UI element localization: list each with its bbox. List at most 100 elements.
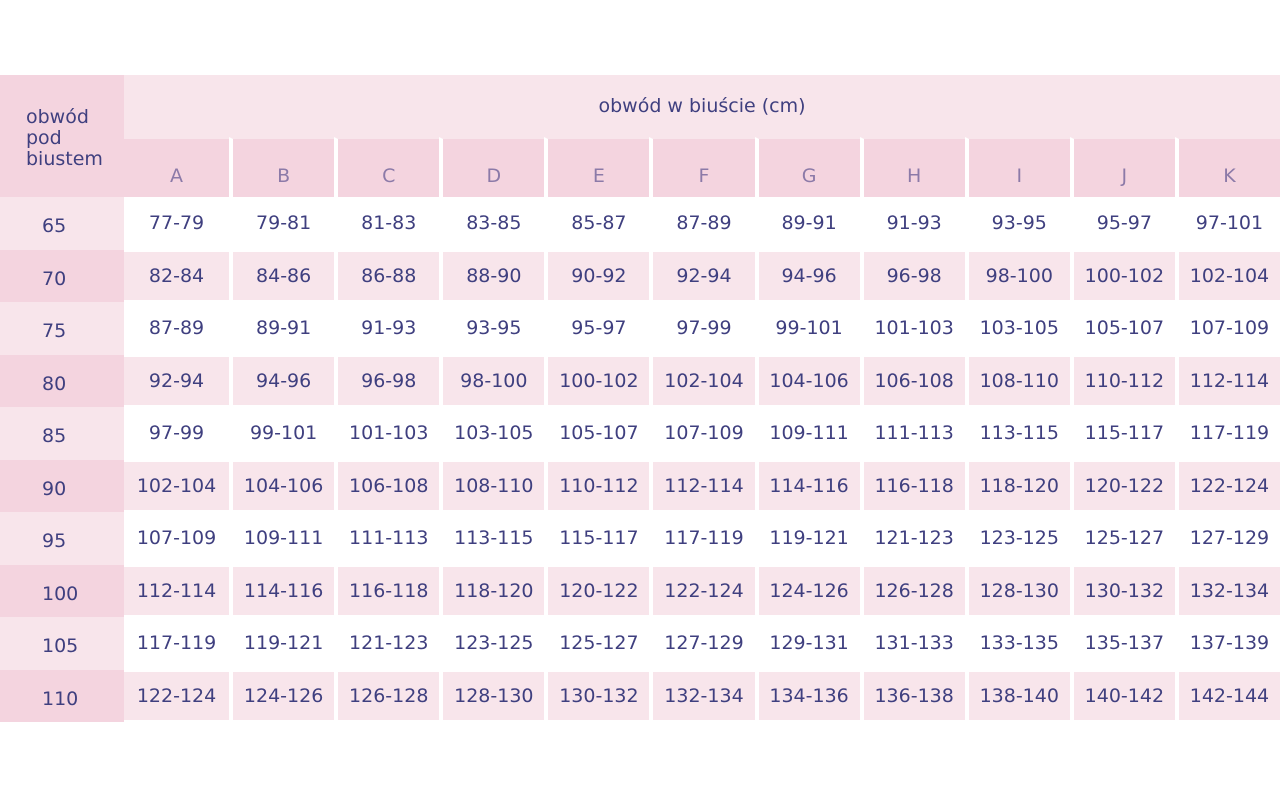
size-cell: 99-101: [754, 302, 860, 355]
size-cell: 116-118: [859, 459, 965, 512]
size-cell: 124-126: [229, 669, 335, 722]
size-cell: 113-115: [964, 407, 1070, 460]
cup-header-h: H: [859, 137, 965, 197]
size-cell: 112-114: [649, 459, 755, 512]
size-cell: 109-111: [229, 512, 334, 565]
size-cell: 127-129: [649, 617, 754, 670]
size-cell: 88-90: [439, 249, 545, 302]
size-cell: 103-105: [439, 407, 544, 460]
size-cell: 105-107: [544, 407, 649, 460]
size-cell: 115-117: [1069, 407, 1175, 460]
size-cell: 102-104: [124, 459, 230, 512]
size-cell: 108-110: [964, 354, 1070, 407]
size-cell: 123-125: [439, 617, 544, 670]
size-cell: 114-116: [229, 564, 335, 617]
size-cell: 132-134: [1174, 564, 1280, 617]
size-cell: 137-139: [1174, 617, 1280, 670]
size-cell: 100-102: [1069, 249, 1175, 302]
band-size-label: 80: [0, 354, 124, 407]
size-cell: 100-102: [544, 354, 650, 407]
band-size-label: 110: [0, 669, 124, 722]
size-cell: 120-122: [544, 564, 650, 617]
size-cell: 136-138: [859, 669, 965, 722]
size-cell: 133-135: [964, 617, 1070, 670]
size-cell: 82-84: [124, 249, 230, 302]
size-cell: 134-136: [754, 669, 860, 722]
size-cell: 83-85: [439, 197, 544, 250]
size-cell: 85-87: [544, 197, 649, 250]
size-cell: 101-103: [859, 302, 965, 355]
size-cell: 106-108: [859, 354, 965, 407]
size-cell: 114-116: [754, 459, 860, 512]
size-cell: 97-99: [649, 302, 754, 355]
size-cell: 91-93: [334, 302, 439, 355]
size-cell: 94-96: [754, 249, 860, 302]
size-cell: 106-108: [334, 459, 440, 512]
size-cell: 119-121: [754, 512, 860, 565]
size-cell: 129-131: [754, 617, 860, 670]
size-cell: 112-114: [1174, 354, 1280, 407]
bust-size-header: obwód w biuście (cm): [124, 75, 1280, 137]
size-cell: 122-124: [124, 669, 230, 722]
band-size-label: 75: [0, 302, 124, 355]
size-cell: 126-128: [859, 564, 965, 617]
cup-header-j: J: [1069, 137, 1175, 197]
size-cell: 92-94: [124, 354, 230, 407]
size-cell: 140-142: [1069, 669, 1175, 722]
size-cell: 95-97: [1069, 197, 1175, 250]
size-cell: 107-109: [649, 407, 754, 460]
size-cell: 116-118: [334, 564, 440, 617]
cup-header-f: F: [649, 137, 755, 197]
size-cell: 131-133: [859, 617, 965, 670]
size-cell: 109-111: [754, 407, 860, 460]
size-cell: 128-130: [439, 669, 545, 722]
size-cell: 135-137: [1069, 617, 1175, 670]
band-size-label: 85: [0, 407, 124, 460]
cup-header-b: B: [229, 137, 335, 197]
band-size-label: 70: [0, 249, 124, 302]
size-cell: 125-127: [544, 617, 649, 670]
size-cell: 90-92: [544, 249, 650, 302]
cup-header-k: K: [1174, 137, 1280, 197]
band-size-label: 100: [0, 564, 124, 617]
cup-header-c: C: [334, 137, 440, 197]
size-cell: 123-125: [964, 512, 1070, 565]
size-cell: 99-101: [229, 407, 334, 460]
size-cell: 98-100: [964, 249, 1070, 302]
size-cell: 96-98: [859, 249, 965, 302]
size-cell: 87-89: [148, 317, 205, 340]
size-cell: 104-106: [229, 459, 335, 512]
size-cell: 118-120: [439, 564, 545, 617]
size-cell: 128-130: [964, 564, 1070, 617]
size-cell: 89-91: [229, 302, 334, 355]
size-cell: 108-110: [439, 459, 545, 512]
size-cell: 107-109: [136, 527, 217, 550]
cup-header-g: G: [754, 137, 860, 197]
size-cell: 122-124: [1174, 459, 1280, 512]
band-size-label: 105: [0, 617, 124, 670]
size-cell: 130-132: [1069, 564, 1175, 617]
size-cell: 77-79: [148, 212, 205, 235]
size-cell: 112-114: [124, 564, 230, 617]
size-cell: 101-103: [334, 407, 439, 460]
size-cell: 92-94: [649, 249, 755, 302]
size-cell: 93-95: [964, 197, 1070, 250]
size-cell: 98-100: [439, 354, 545, 407]
cup-header-a: A: [124, 137, 230, 197]
size-cell: 91-93: [859, 197, 965, 250]
cup-header-e: E: [544, 137, 650, 197]
cup-header-i: I: [964, 137, 1070, 197]
size-cell: 121-123: [859, 512, 965, 565]
size-cell: 107-109: [1174, 302, 1280, 355]
size-cell: 127-129: [1174, 512, 1280, 565]
size-cell: 142-144: [1174, 669, 1280, 722]
cup-header-d: D: [439, 137, 545, 197]
band-size-label: 65: [0, 197, 124, 250]
size-cell: 138-140: [964, 669, 1070, 722]
band-size-label: 90: [0, 459, 124, 512]
size-cell: 110-112: [544, 459, 650, 512]
size-cell: 117-119: [1174, 407, 1280, 460]
size-cell: 95-97: [544, 302, 649, 355]
size-cell: 113-115: [439, 512, 544, 565]
size-cell: 125-127: [1069, 512, 1175, 565]
